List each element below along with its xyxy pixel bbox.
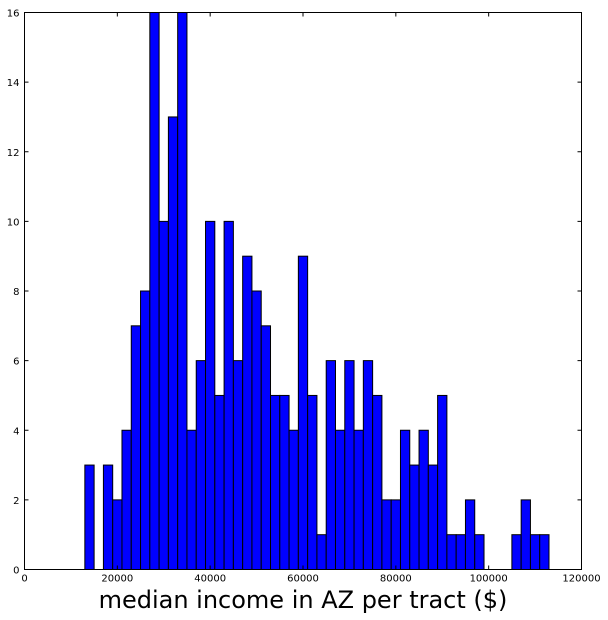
x-axis-label: median income in AZ per tract ($) (99, 586, 508, 614)
x-tick-label: 20000 (101, 574, 133, 585)
histogram-bar (113, 500, 122, 570)
histogram-bar (354, 430, 363, 569)
x-tick-label: 100000 (470, 574, 508, 585)
histogram-bar (465, 500, 474, 570)
histogram-bar (419, 430, 428, 569)
y-tick-label: 2 (13, 496, 19, 507)
histogram-bar (168, 117, 177, 570)
histogram-bar (345, 361, 354, 570)
histogram-bar (521, 500, 530, 570)
histogram-bar (540, 535, 549, 570)
x-tick-label: 40000 (194, 574, 226, 585)
histogram-bar (103, 465, 112, 569)
histogram-bar (233, 361, 242, 570)
histogram-bar (196, 361, 205, 570)
histogram-bar (530, 535, 539, 570)
x-tick-label: 60000 (287, 574, 319, 585)
histogram-bar (308, 395, 317, 569)
y-tick-label: 10 (7, 217, 20, 228)
x-tick-label: 80000 (380, 574, 412, 585)
histogram-bar (363, 361, 372, 570)
histogram-bar (280, 395, 289, 569)
histogram-bar (271, 395, 280, 569)
histogram-bar (122, 430, 131, 569)
y-tick-label: 6 (13, 357, 19, 368)
y-tick-label: 12 (7, 148, 20, 159)
histogram-bar (512, 535, 521, 570)
histogram-bar (475, 535, 484, 570)
histogram-bar (447, 535, 456, 570)
histogram-bar (224, 221, 233, 569)
histogram-bars (85, 13, 549, 570)
histogram-bar (215, 395, 224, 569)
histogram-bar (391, 500, 400, 570)
histogram-bar (261, 326, 270, 570)
histogram-bar (428, 465, 437, 569)
histogram-bar (141, 291, 150, 570)
histogram-bar (187, 430, 196, 569)
histogram-bar (382, 500, 391, 570)
histogram-bar (252, 291, 261, 570)
histogram-bar (206, 221, 215, 569)
y-tick-label: 14 (7, 78, 20, 89)
y-tick-label: 0 (13, 566, 19, 577)
y-tick-label: 4 (13, 426, 19, 437)
histogram-bar (438, 395, 447, 569)
histogram-bar (326, 361, 335, 570)
y-tick-label: 16 (7, 9, 20, 20)
histogram-bar (410, 465, 419, 569)
histogram-bar (373, 395, 382, 569)
histogram-bar (243, 256, 252, 569)
histogram-bar (85, 465, 94, 569)
histogram-bar (456, 535, 465, 570)
histogram-bar (159, 221, 168, 569)
histogram-bar (178, 13, 187, 570)
x-tick-label: 120000 (562, 574, 600, 585)
histogram-bar (400, 430, 409, 569)
histogram-bar (335, 430, 344, 569)
histogram-bar (150, 13, 159, 570)
histogram-bar (298, 256, 307, 569)
histogram-bar (317, 535, 326, 570)
histogram-bar (131, 326, 140, 570)
x-tick-label: 0 (21, 574, 27, 585)
histogram-bar (289, 430, 298, 569)
y-tick-label: 8 (13, 287, 19, 298)
